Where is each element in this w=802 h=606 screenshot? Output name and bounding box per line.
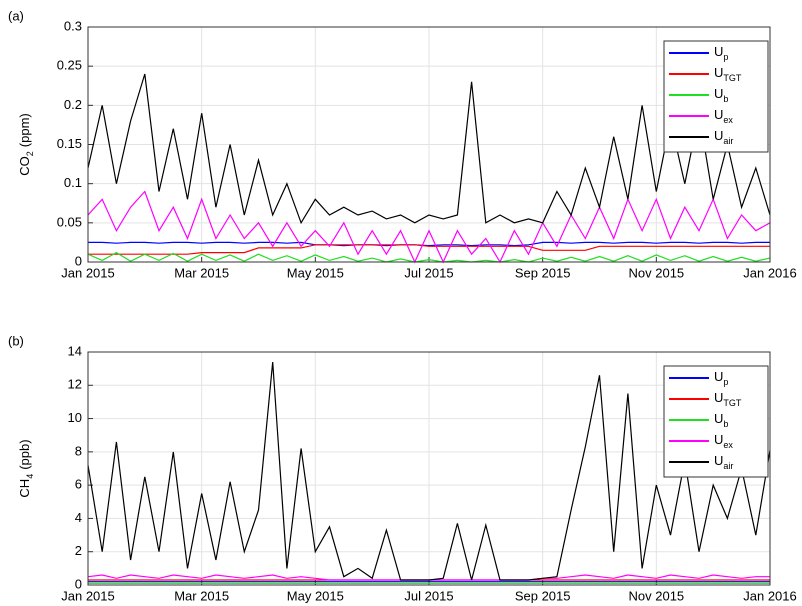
legend-sub: b: [723, 419, 728, 429]
y-axis-label: CO2 (ppm): [17, 113, 35, 175]
x-tick-label: Jul 2015: [404, 588, 453, 603]
x-tick-label: Nov 2015: [629, 588, 685, 603]
legend-label: Uair: [714, 128, 733, 146]
legend-sub: TGT: [723, 398, 741, 408]
x-tick-label: Jan 2015: [61, 588, 115, 603]
x-tick-label: Jul 2015: [404, 265, 453, 280]
legend-sub: air: [723, 461, 733, 471]
x-tick-label: Sep 2015: [515, 265, 571, 280]
axes-frame: [87, 26, 771, 263]
legend-label: Uex: [714, 432, 733, 450]
series-line: [88, 244, 770, 255]
legend-sub: TGT: [723, 73, 741, 83]
y-label-unit: (ppm): [17, 113, 32, 147]
y-axis-label: CH4 (ppb): [17, 439, 35, 497]
y-label-text: CH: [17, 479, 32, 498]
x-tick-label: Sep 2015: [515, 588, 571, 603]
legend-name: U: [714, 432, 723, 447]
y-tick-label: 0.25: [57, 58, 82, 73]
legend-name: U: [714, 86, 723, 101]
y-tick-label: 0.15: [57, 136, 82, 151]
y-tick-label: 0.05: [57, 214, 82, 229]
y-tick-label: 0.2: [64, 97, 82, 112]
x-tick-label: Jan 2015: [61, 265, 115, 280]
y-label-sub: 4: [25, 474, 35, 479]
y-label-text: CO: [17, 156, 32, 176]
y-tick-label: 0.3: [64, 18, 82, 33]
series-line: [88, 241, 770, 247]
legend-name: U: [714, 107, 723, 122]
legend-sub: ex: [723, 115, 733, 125]
legend-name: U: [714, 411, 723, 426]
legend-name: U: [714, 453, 723, 468]
legend-label: Ub: [714, 86, 728, 104]
legend-sub: p: [723, 377, 728, 387]
axes-frame: [87, 351, 771, 586]
legend-name: U: [714, 128, 723, 143]
y-tick-label: 0.1: [64, 175, 82, 190]
panel-label: (a): [8, 8, 24, 23]
series-line: [87, 361, 771, 581]
legend-sub: p: [723, 52, 728, 62]
series-line: [87, 251, 771, 263]
legend-label: UTGT: [714, 390, 742, 408]
x-tick-label: Mar 2015: [174, 265, 229, 280]
y-tick-label: 12: [68, 377, 82, 392]
series-line: [87, 190, 771, 264]
x-tick-label: Jan 2016: [743, 265, 797, 280]
legend-name: U: [714, 390, 723, 405]
y-label-unit: (ppb): [17, 439, 32, 469]
legend-box: [663, 365, 769, 478]
legend-label: Uair: [714, 453, 733, 471]
series-line: [87, 73, 771, 225]
y-label-sub: 2: [25, 151, 35, 156]
legend-label: UTGT: [714, 65, 742, 83]
legend-label: Uex: [714, 107, 733, 125]
y-tick-label: 8: [75, 443, 82, 458]
legend-sub: b: [723, 94, 728, 104]
y-tick-label: 6: [75, 477, 82, 492]
panel-label: (b): [8, 333, 24, 348]
x-tick-label: May 2015: [287, 588, 344, 603]
legend-name: U: [714, 369, 723, 384]
legend-name: U: [714, 44, 723, 59]
y-tick-label: 2: [75, 543, 82, 558]
y-tick-label: 10: [68, 410, 82, 425]
legend-box: [663, 40, 769, 153]
legend-label: Up: [714, 369, 728, 387]
y-tick-label: 14: [68, 343, 82, 358]
legend-name: U: [714, 65, 723, 80]
y-tick-label: 0: [75, 576, 82, 591]
y-tick-label: 0: [75, 253, 82, 268]
x-tick-label: Nov 2015: [629, 265, 685, 280]
y-tick-label: 4: [75, 510, 82, 525]
legend-label: Up: [714, 44, 728, 62]
legend-sub: ex: [723, 440, 733, 450]
legend-label: Ub: [714, 411, 728, 429]
x-tick-label: Mar 2015: [174, 588, 229, 603]
legend-sub: air: [723, 136, 733, 146]
x-tick-label: Jan 2016: [743, 588, 797, 603]
x-tick-label: May 2015: [287, 265, 344, 280]
